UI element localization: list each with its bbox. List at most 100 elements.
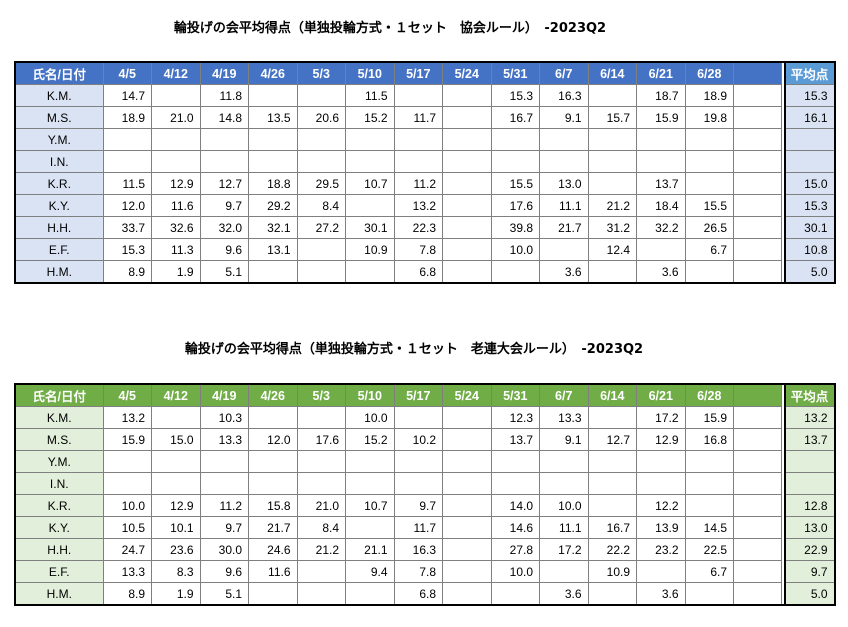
score-cell <box>442 106 492 129</box>
score-cell <box>442 172 492 195</box>
score-cell: 10.0 <box>490 238 540 261</box>
average-cell: 13.7 <box>783 428 835 451</box>
score-cell <box>248 150 298 173</box>
score-cell <box>248 260 298 284</box>
score-cell: 15.9 <box>102 428 152 451</box>
score-cell <box>442 84 492 107</box>
player-name: Y.M. <box>14 128 104 151</box>
score-cell: 13.3 <box>199 428 249 451</box>
score-cell <box>102 450 152 473</box>
score-cell <box>151 84 201 107</box>
score-cell: 13.3 <box>102 560 152 583</box>
score-cell: 12.0 <box>102 194 152 217</box>
score-cell: 11.2 <box>199 494 249 517</box>
score-cell: 22.5 <box>684 538 734 561</box>
score-cell <box>442 560 492 583</box>
header-date: 4/19 <box>199 383 249 407</box>
score-cell: 9.7 <box>199 194 249 217</box>
score-cell: 14.6 <box>490 516 540 539</box>
score-cell: 1.9 <box>151 260 201 284</box>
score-cell: 21.7 <box>248 516 298 539</box>
table2-title: 輪投げの会平均得点（単独投輪方式・１セット 老連大会ルール） -2023Q2 <box>184 342 644 357</box>
table-row: K.R. 10.0 12.9 11.2 15.8 21.0 10.7 9.7 14.0 10.0 1… <box>14 494 835 517</box>
score-cell: 13.3 <box>539 406 589 429</box>
score-cell <box>442 450 492 473</box>
average-cell: 15.3 <box>783 84 835 107</box>
score-cell: 14.5 <box>684 516 734 539</box>
header-date: 5/10 <box>345 383 395 407</box>
score-cell <box>248 582 298 606</box>
score-cell: 21.0 <box>151 106 201 129</box>
score-cell <box>733 494 782 517</box>
player-name: H.H. <box>14 538 104 561</box>
score-cell: 12.4 <box>587 238 637 261</box>
player-name: H.M. <box>14 260 104 284</box>
score-cell: 32.0 <box>199 216 249 239</box>
score-cell <box>296 450 346 473</box>
score-cell <box>151 406 201 429</box>
table-row: I.N. <box>14 150 835 173</box>
score-cell <box>587 172 637 195</box>
score-cell <box>490 260 540 284</box>
score-cell <box>684 450 734 473</box>
score-cell <box>684 128 734 151</box>
header-date: 5/10 <box>345 61 395 85</box>
score-cell: 10.0 <box>490 560 540 583</box>
score-cell: 15.5 <box>490 172 540 195</box>
score-cell <box>684 172 734 195</box>
score-cell: 13.2 <box>102 406 152 429</box>
header-date: 6/21 <box>636 383 686 407</box>
table-row: H.H. 33.7 32.6 32.0 32.1 27.2 30.1 22.3 39.8 21.7… <box>14 216 835 239</box>
header-date: 5/3 <box>296 383 346 407</box>
header-name-date: 氏名/日付 <box>14 383 104 407</box>
table-row: K.Y. 10.5 10.1 9.7 21.7 8.4 11.7 14.6 11.1 16.7 13… <box>14 516 835 539</box>
score-cell <box>199 472 249 495</box>
score-cell: 16.7 <box>587 516 637 539</box>
table-row: E.F. 15.3 11.3 9.6 13.1 10.9 7.8 10.0 12.4 6.7 10.… <box>14 238 835 261</box>
score-cell: 12.7 <box>587 428 637 451</box>
table-row: K.R. 11.5 12.9 12.7 18.8 29.5 10.7 11.2 15.5 13.0… <box>14 172 835 195</box>
score-cell <box>733 84 782 107</box>
score-cell <box>393 150 443 173</box>
header-date: 4/12 <box>151 61 201 85</box>
score-cell: 22.3 <box>393 216 443 239</box>
score-cell <box>733 194 782 217</box>
table-row: K.Y. 12.0 11.6 9.7 29.2 8.4 13.2 17.6 11.1 21.2 18… <box>14 194 835 217</box>
player-name: M.S. <box>14 106 104 129</box>
score-cell: 11.5 <box>102 172 152 195</box>
header-date: 5/31 <box>490 61 540 85</box>
average-cell: 5.0 <box>783 260 835 284</box>
score-cell <box>587 406 637 429</box>
score-cell <box>490 450 540 473</box>
average-cell: 13.0 <box>783 516 835 539</box>
header-date: 6/7 <box>539 383 589 407</box>
score-cell: 21.1 <box>345 538 395 561</box>
score-cell: 3.6 <box>636 582 686 606</box>
score-cell <box>442 494 492 517</box>
score-cell: 10.1 <box>151 516 201 539</box>
average-cell: 15.3 <box>783 194 835 217</box>
score-cell: 31.2 <box>587 216 637 239</box>
score-cell <box>636 128 686 151</box>
table-row: Y.M. <box>14 128 835 151</box>
player-name: M.S. <box>14 428 104 451</box>
score-table-roren: 氏名/日付 4/5 4/12 4/19 4/26 5/3 5/10 5/17 5/24 5/31 6… <box>14 383 836 606</box>
score-cell: 5.1 <box>199 260 249 284</box>
average-cell: 12.8 <box>783 494 835 517</box>
header-date: 6/14 <box>587 383 637 407</box>
score-cell <box>442 150 492 173</box>
score-cell <box>102 150 152 173</box>
score-cell <box>636 238 686 261</box>
score-cell <box>733 582 782 606</box>
score-cell: 9.1 <box>539 106 589 129</box>
header-date: 4/19 <box>199 61 249 85</box>
score-cell: 16.7 <box>490 106 540 129</box>
score-cell: 12.3 <box>490 406 540 429</box>
score-cell: 8.4 <box>296 516 346 539</box>
header-date: 6/21 <box>636 61 686 85</box>
score-cell <box>393 128 443 151</box>
average-cell: 15.0 <box>783 172 835 195</box>
score-cell <box>587 450 637 473</box>
player-name: K.R. <box>14 172 104 195</box>
score-cell: 3.6 <box>636 260 686 284</box>
